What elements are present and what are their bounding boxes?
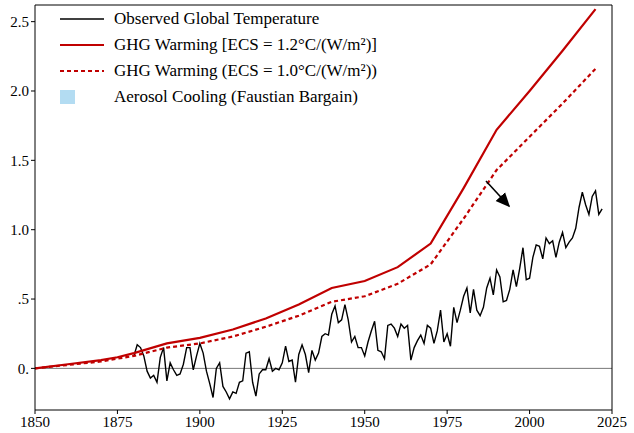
svg-text:2.5: 2.5 — [10, 14, 29, 30]
svg-text:1850: 1850 — [20, 414, 50, 430]
svg-text:2000: 2000 — [515, 414, 545, 430]
svg-text:1875: 1875 — [102, 414, 132, 430]
html-text:GHG Warming (ECS = 1.0°C/(W/m²: GHG Warming (ECS = 1.0°C/(W/m²)) — [114, 61, 377, 80]
svg-text:1.0: 1.0 — [10, 222, 29, 238]
svg-text:1950: 1950 — [350, 414, 380, 430]
svg-text:1900: 1900 — [185, 414, 215, 430]
html-text:GHG Warming [ECS = 1.2°C/(W/m²: GHG Warming [ECS = 1.2°C/(W/m²)] — [114, 35, 377, 54]
svg-text:1925: 1925 — [267, 414, 297, 430]
html-text:Aerosol Cooling (Faustian Barg: Aerosol Cooling (Faustian Bargain) — [114, 87, 358, 106]
svg-text:1975: 1975 — [432, 414, 462, 430]
svg-text:2.0: 2.0 — [10, 83, 29, 99]
svg-text:0.: 0. — [18, 361, 29, 377]
svg-text:1.5: 1.5 — [10, 153, 29, 169]
svg-text:.5: .5 — [18, 291, 29, 307]
svg-text:2025: 2025 — [597, 414, 626, 430]
html-text:Observed Global Temperature: Observed Global Temperature — [114, 9, 320, 28]
